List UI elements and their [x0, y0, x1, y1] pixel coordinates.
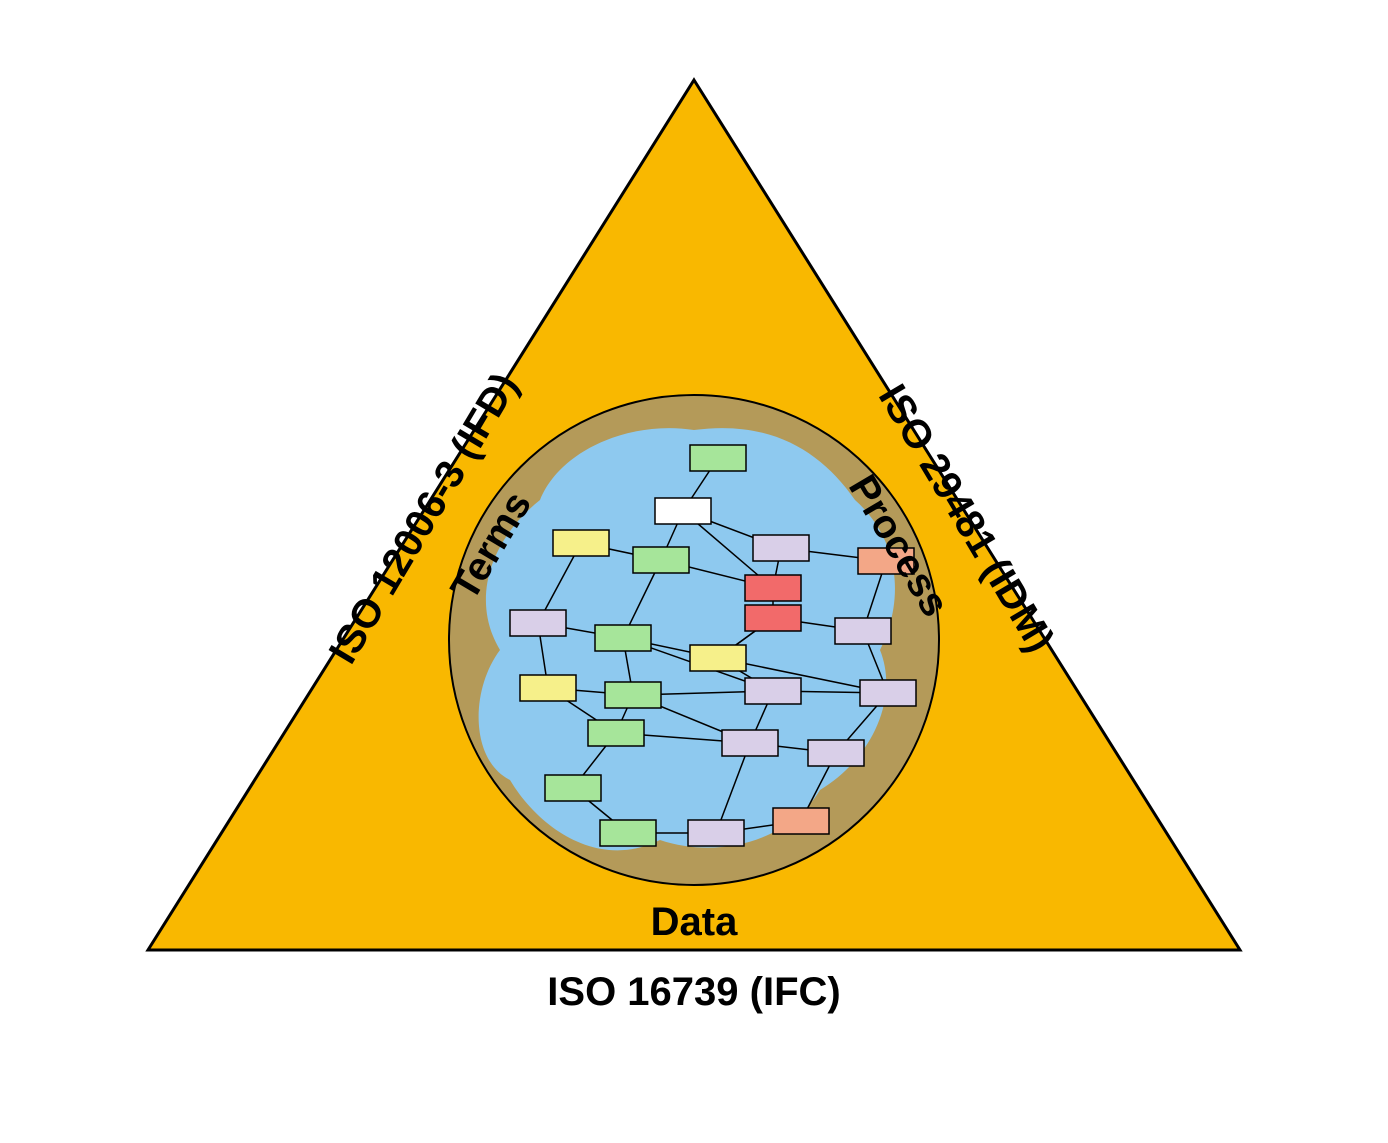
network-node	[553, 530, 609, 556]
network-node	[745, 575, 801, 601]
network-node	[600, 820, 656, 846]
network-node	[690, 445, 746, 471]
network-node	[745, 678, 801, 704]
network-node	[588, 720, 644, 746]
network-node	[808, 740, 864, 766]
network-node	[688, 820, 744, 846]
network-node	[773, 808, 829, 834]
network-node	[860, 680, 916, 706]
network-node	[753, 535, 809, 561]
network-node	[690, 645, 746, 671]
network-node	[745, 605, 801, 631]
network-node	[545, 775, 601, 801]
network-node	[520, 675, 576, 701]
network-node	[510, 610, 566, 636]
side-label-bottom: Data	[651, 900, 738, 944]
network-node	[605, 682, 661, 708]
network-node	[633, 547, 689, 573]
iso-label-bottom: ISO 16739 (IFC)	[547, 970, 840, 1014]
network-node	[835, 618, 891, 644]
network-node	[595, 625, 651, 651]
network-node	[722, 730, 778, 756]
network-node	[655, 498, 711, 524]
